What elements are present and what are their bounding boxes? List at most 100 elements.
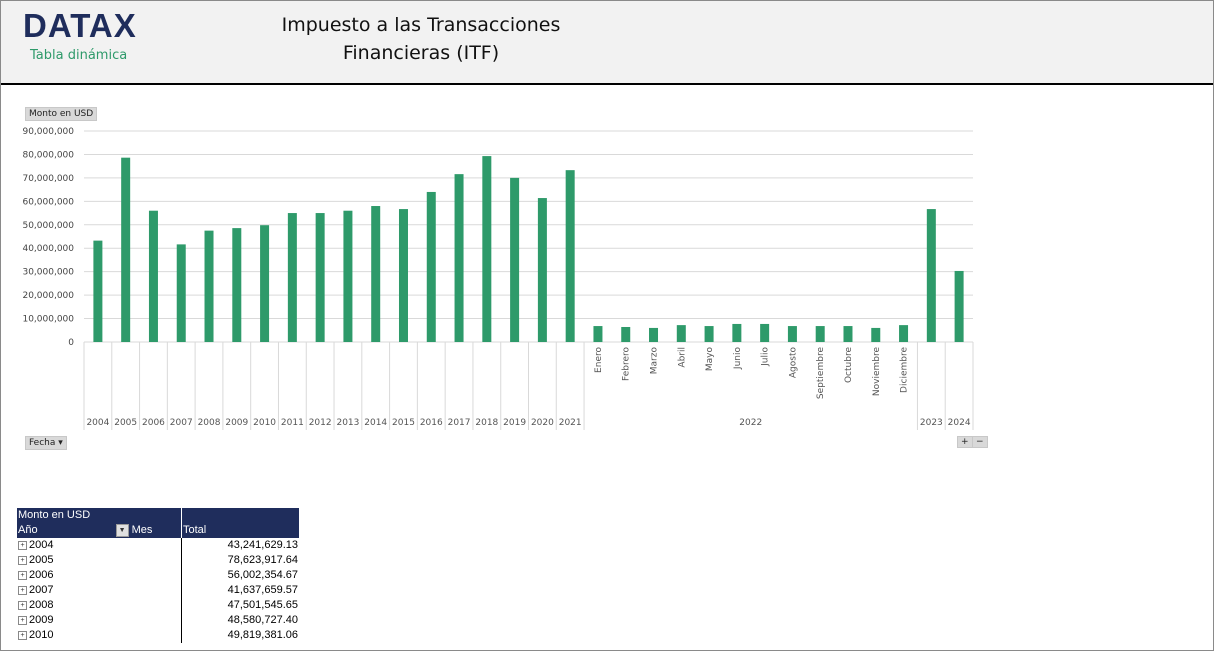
bar: [704, 326, 714, 342]
x-tick-label: 2014: [364, 418, 387, 428]
bar: [510, 177, 520, 342]
x-tick-label: 2016: [420, 418, 443, 428]
x-tick-label: Junio: [733, 347, 743, 371]
expand-icon[interactable]: +: [18, 585, 27, 595]
x-tick-label: 2019: [503, 418, 526, 428]
expand-icon[interactable]: +: [18, 570, 27, 580]
table-row: +2010 49,819,381.06: [17, 628, 299, 643]
expand-icon[interactable]: +: [18, 600, 27, 610]
expand-icon[interactable]: +: [18, 615, 27, 625]
dropdown-icon: ▾: [58, 438, 63, 448]
x-tick-label: Enero: [594, 347, 604, 373]
x-tick-label: Febrero: [622, 347, 632, 381]
total-cell: 49,819,381.06: [181, 628, 299, 643]
bar: [454, 174, 464, 342]
bar: [398, 209, 408, 342]
header: DATAX Tabla dinámica Impuesto a las Tran…: [1, 1, 1213, 85]
title-line-1: Impuesto a las Transacciones: [281, 14, 561, 36]
table-row: +2007 41,637,659.57: [17, 583, 299, 598]
total-header: Total: [181, 523, 299, 538]
table-row: +2006 56,002,354.67: [17, 568, 299, 583]
table-row: +2009 48,580,727.40: [17, 613, 299, 628]
x-tick-label: 2005: [114, 418, 137, 428]
expand-field-button[interactable]: +: [957, 436, 973, 448]
value-field-button[interactable]: Monto en USD: [25, 107, 98, 121]
sub-label-header: Mes: [131, 524, 153, 536]
row-label-header: Año: [18, 524, 38, 536]
y-tick-label: 10,000,000: [22, 315, 74, 325]
bar: [565, 170, 575, 342]
fecha-field-button[interactable]: Fecha ▾: [25, 436, 67, 450]
expand-icon[interactable]: +: [18, 555, 27, 565]
bar: [204, 230, 214, 342]
y-tick-label: 60,000,000: [22, 197, 74, 207]
bar: [482, 156, 492, 342]
table-row: +2005 78,623,917.64: [17, 553, 299, 568]
bar: [343, 210, 353, 342]
bar: [649, 327, 659, 342]
pivot-title: Monto en USD: [18, 509, 91, 521]
year-cell: 2010: [29, 629, 54, 641]
bar: [537, 198, 547, 342]
y-tick-label: 80,000,000: [22, 150, 74, 160]
x-tick-label: 2007: [170, 418, 193, 428]
filter-dropdown-icon[interactable]: ▼: [115, 523, 129, 537]
x-tick-label: Marzo: [650, 347, 660, 375]
y-tick-label: 0: [68, 338, 74, 348]
bar: [426, 191, 436, 342]
bar: [148, 210, 158, 342]
x-tick-label: Noviembre: [872, 347, 882, 397]
collapse-field-button[interactable]: −: [972, 436, 988, 448]
table-row: +2004 43,241,629.13: [17, 538, 299, 553]
bar: [593, 326, 603, 342]
x-tick-label: Diciembre: [900, 347, 910, 393]
bar: [954, 270, 964, 342]
bar: [371, 206, 381, 342]
x-tick-label: 2008: [198, 418, 221, 428]
bar: [232, 228, 242, 342]
year-cell: 2005: [29, 554, 54, 566]
total-cell: 56,002,354.67: [181, 568, 299, 583]
bar: [871, 327, 881, 342]
group-label: 2022: [739, 418, 762, 428]
total-cell: 47,501,545.65: [181, 598, 299, 613]
title-line-2: Financieras (ITF): [342, 42, 500, 64]
expand-icon[interactable]: +: [18, 540, 27, 550]
pivot-table: Monto en USD Año ▼ Mes Total +2004 43,241,62…: [17, 508, 299, 643]
fecha-label: Fecha: [29, 438, 56, 448]
bar: [315, 213, 325, 342]
x-tick-label: 2015: [392, 418, 415, 428]
x-tick-label: 2017: [448, 418, 471, 428]
expand-icon[interactable]: +: [18, 630, 27, 640]
x-tick-label: 2023: [920, 418, 943, 428]
x-tick-label: 2020: [531, 418, 554, 428]
x-tick-label: 2013: [336, 418, 359, 428]
x-tick-label: 2021: [559, 418, 582, 428]
x-tick-label: 2009: [225, 418, 248, 428]
x-tick-label: 2006: [142, 418, 165, 428]
bar: [676, 325, 686, 342]
x-tick-label: 2011: [281, 418, 304, 428]
x-tick-label: 2018: [475, 418, 498, 428]
logo-subtitle: Tabla dinámica: [30, 48, 128, 63]
x-tick-label: 2024: [948, 418, 971, 428]
year-cell: 2004: [29, 539, 54, 551]
bar: [926, 209, 936, 342]
bar: [176, 244, 186, 342]
bar: [787, 326, 797, 342]
year-cell: 2007: [29, 584, 54, 596]
x-tick-label: Septiembre: [816, 347, 826, 400]
total-cell: 43,241,629.13: [181, 538, 299, 553]
y-tick-label: 90,000,000: [22, 127, 74, 137]
bar: [621, 326, 631, 342]
y-tick-label: 70,000,000: [22, 174, 74, 184]
year-cell: 2008: [29, 599, 54, 611]
bar: [287, 213, 297, 342]
bar: [899, 325, 909, 342]
y-tick-label: 30,000,000: [22, 268, 74, 278]
bar: [815, 326, 825, 342]
bar: [732, 323, 742, 342]
total-cell: 78,623,917.64: [181, 553, 299, 568]
y-tick-label: 20,000,000: [22, 291, 74, 301]
x-tick-label: 2010: [253, 418, 276, 428]
